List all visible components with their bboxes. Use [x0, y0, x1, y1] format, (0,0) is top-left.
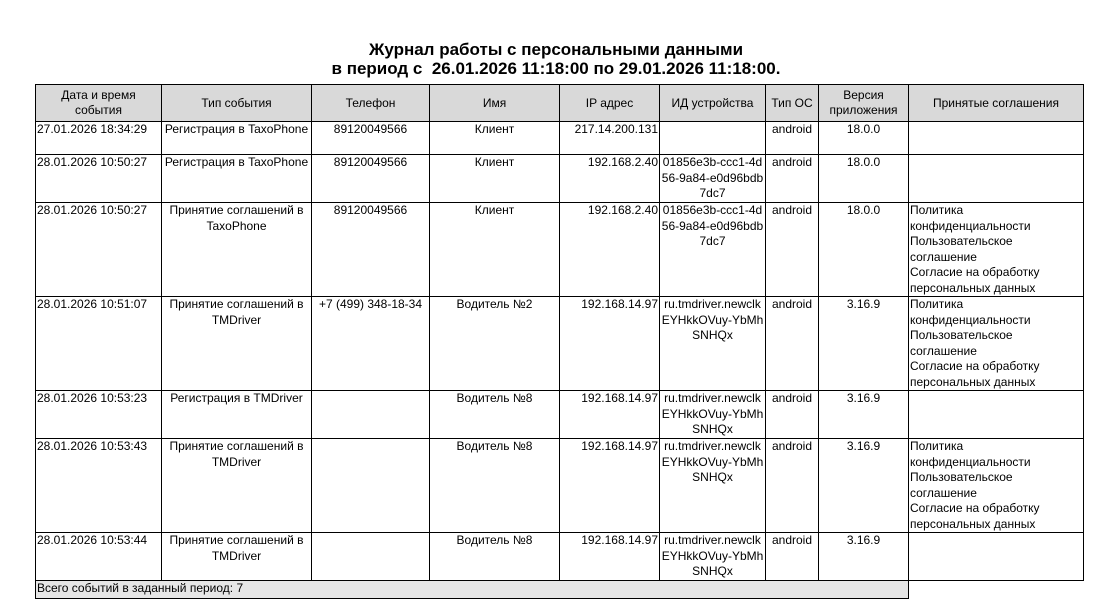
- cell-accepted-agreements: Политика конфиденциальности Пользовательс…: [908, 438, 1084, 533]
- cell-phone: 89120049566: [311, 202, 430, 297]
- column-header-phone: Телефон: [311, 84, 430, 122]
- cell-accepted-agreements: [908, 390, 1084, 439]
- cell-datetime: 28.01.2026 10:53:43: [35, 438, 162, 533]
- cell-event-type: Принятие соглашений в TaxoPhone: [161, 202, 312, 297]
- cell-accepted-agreements: [908, 121, 1084, 155]
- cell-ip-address: 192.168.2.40: [559, 154, 660, 203]
- cell-app-version: 3.16.9: [818, 438, 909, 533]
- agreement-item: Согласие на обработку персональных данны…: [910, 265, 1040, 295]
- cell-event-type: Принятие соглашений в TMDriver: [161, 438, 312, 533]
- table-row: 28.01.2026 10:53:23 Регистрация в TMDrive…: [35, 390, 1084, 439]
- cell-accepted-agreements: Политика конфиденциальности Пользовательс…: [908, 296, 1084, 391]
- agreement-item: Пользовательское соглашение: [910, 328, 1013, 358]
- cell-phone: 89120049566: [311, 154, 430, 203]
- cell-device-id: ru.tmdriver.newclkEYHkkOVuy-YbMhSNHQx: [659, 532, 766, 581]
- cell-app-version: 18.0.0: [818, 202, 909, 297]
- cell-os-type: android: [765, 296, 819, 391]
- agreement-item: Пользовательское соглашение: [910, 470, 1013, 500]
- cell-os-type: android: [765, 532, 819, 581]
- column-header-event-type: Тип события: [161, 84, 312, 122]
- column-header-ip-address: IP адрес: [559, 84, 660, 122]
- report-period: в период с 26.01.2026 11:18:00 по 29.01.…: [331, 59, 781, 78]
- cell-phone: 89120049566: [311, 121, 430, 155]
- column-header-name: Имя: [429, 84, 560, 122]
- agreement-item: Пользовательское соглашение: [910, 234, 1013, 264]
- cell-ip-address: 192.168.2.40: [559, 202, 660, 297]
- total-events-summary: Всего событий в заданный период: 7: [35, 579, 909, 599]
- cell-name: Водитель №8: [429, 438, 560, 533]
- cell-datetime: 28.01.2026 10:53:44: [35, 532, 162, 581]
- cell-accepted-agreements: Политика конфиденциальности Пользовательс…: [908, 202, 1084, 297]
- cell-name: Клиент: [429, 121, 560, 155]
- cell-name: Клиент: [429, 202, 560, 297]
- cell-datetime: 27.01.2026 18:34:29: [35, 121, 162, 155]
- table-row: 28.01.2026 10:50:27 Регистрация в TaxoPho…: [35, 154, 1084, 203]
- cell-name: Водитель №8: [429, 532, 560, 581]
- column-header-datetime: Дата и время события: [35, 84, 162, 122]
- cell-phone: [311, 390, 430, 439]
- column-header-accepted-agreements: Принятые соглашения: [908, 84, 1084, 122]
- cell-ip-address: 192.168.14.97: [559, 532, 660, 581]
- agreement-item: Согласие на обработку персональных данны…: [910, 501, 1040, 531]
- personal-data-log-table: Дата и время события Тип события Телефон Им…: [35, 84, 1084, 599]
- cell-accepted-agreements: [908, 532, 1084, 581]
- cell-name: Клиент: [429, 154, 560, 203]
- empty-cell: [909, 580, 1084, 598]
- cell-datetime: 28.01.2026 10:51:07: [35, 296, 162, 391]
- cell-os-type: android: [765, 121, 819, 155]
- agreement-item: Политика конфиденциальности: [910, 439, 1031, 469]
- cell-ip-address: 192.168.14.97: [559, 438, 660, 533]
- cell-device-id: ru.tmdriver.newclkEYHkkOVuy-YbMhSNHQx: [659, 390, 766, 439]
- cell-datetime: 28.01.2026 10:50:27: [35, 202, 162, 297]
- cell-accepted-agreements: [908, 154, 1084, 203]
- agreement-item: Политика конфиденциальности: [910, 203, 1031, 233]
- agreement-item: Политика конфиденциальности: [910, 297, 1031, 327]
- cell-datetime: 28.01.2026 10:53:23: [35, 390, 162, 439]
- cell-event-type: Регистрация в TaxoPhone: [161, 154, 312, 203]
- cell-phone: +7 (499) 348-18-34: [311, 296, 430, 391]
- cell-os-type: android: [765, 438, 819, 533]
- cell-device-id: 01856e3b-ccc1-4d56-9a84-e0d96bdb7dc7: [659, 154, 766, 203]
- cell-app-version: 3.16.9: [818, 390, 909, 439]
- summary-row: Всего событий в заданный период: 7: [35, 579, 1084, 599]
- cell-event-type: Регистрация в TMDriver: [161, 390, 312, 439]
- table-row: 27.01.2026 18:34:29 Регистрация в TaxoPho…: [35, 121, 1084, 155]
- cell-os-type: android: [765, 154, 819, 203]
- report-title: Журнал работы с персональными данными в …: [0, 40, 1112, 78]
- table-header-row: Дата и время события Тип события Телефон Им…: [35, 84, 1084, 122]
- cell-device-id: 01856e3b-ccc1-4d56-9a84-e0d96bdb7dc7: [659, 202, 766, 297]
- cell-phone: [311, 532, 430, 581]
- table-row: 28.01.2026 10:50:27 Принятие соглашений в…: [35, 202, 1084, 297]
- cell-event-type: Принятие соглашений в TMDriver: [161, 296, 312, 391]
- column-header-device-id: ИД устройства: [659, 84, 766, 122]
- cell-device-id: ru.tmdriver.newclkEYHkkOVuy-YbMhSNHQx: [659, 296, 766, 391]
- cell-os-type: android: [765, 202, 819, 297]
- report-title-line1: Журнал работы с персональными данными: [368, 40, 744, 59]
- cell-app-version: 3.16.9: [818, 532, 909, 581]
- cell-ip-address: 217.14.200.131: [559, 121, 660, 155]
- column-header-app-version: Версия приложения: [818, 84, 909, 122]
- table-row: 28.01.2026 10:51:07 Принятие соглашений в…: [35, 296, 1084, 391]
- cell-name: Водитель №8: [429, 390, 560, 439]
- cell-device-id: ru.tmdriver.newclkEYHkkOVuy-YbMhSNHQx: [659, 438, 766, 533]
- cell-name: Водитель №2: [429, 296, 560, 391]
- cell-ip-address: 192.168.14.97: [559, 296, 660, 391]
- cell-ip-address: 192.168.14.97: [559, 390, 660, 439]
- agreement-item: Согласие на обработку персональных данны…: [910, 359, 1040, 389]
- cell-datetime: 28.01.2026 10:50:27: [35, 154, 162, 203]
- table-row: 28.01.2026 10:53:44 Принятие соглашений в…: [35, 532, 1084, 581]
- cell-phone: [311, 438, 430, 533]
- table-row: 28.01.2026 10:53:43 Принятие соглашений в…: [35, 438, 1084, 533]
- cell-app-version: 3.16.9: [818, 296, 909, 391]
- cell-device-id: [659, 121, 766, 155]
- column-header-os-type: Тип ОС: [765, 84, 819, 122]
- cell-event-type: Принятие соглашений в TMDriver: [161, 532, 312, 581]
- cell-os-type: android: [765, 390, 819, 439]
- cell-event-type: Регистрация в TaxoPhone: [161, 121, 312, 155]
- cell-app-version: 18.0.0: [818, 121, 909, 155]
- cell-app-version: 18.0.0: [818, 154, 909, 203]
